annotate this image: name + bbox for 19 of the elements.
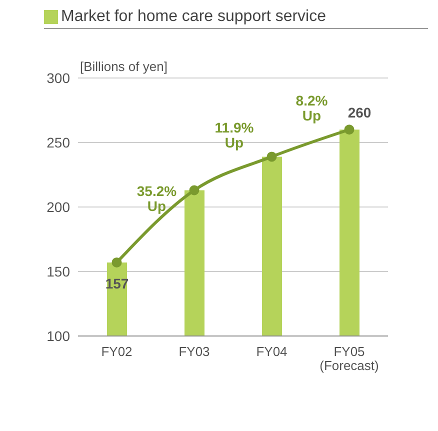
point <box>112 257 122 268</box>
point <box>344 124 354 135</box>
y-axis-title: [Billions of yen] <box>80 59 168 74</box>
x-tick-label: FY03 <box>178 344 210 359</box>
y-tick-label: 100 <box>46 328 70 344</box>
x-tick-label: FY05 (Forecast) <box>320 344 379 373</box>
chart-title: Market for home care support service <box>61 8 326 26</box>
y-tick-label: 250 <box>46 134 70 150</box>
point <box>189 185 200 196</box>
point <box>266 152 277 162</box>
annotation: 11.9% Up <box>214 120 254 151</box>
x-tick-label: FY04 <box>256 344 288 359</box>
data-label: 260 <box>348 104 372 121</box>
y-tick-label: 300 <box>46 70 70 86</box>
x-tick-label: FY02 <box>101 344 132 359</box>
annotation: 8.2% Up <box>296 92 328 124</box>
y-tick-label: 200 <box>46 198 70 215</box>
annotation: 35.2% Up <box>136 183 178 214</box>
y-tick-label: 150 <box>46 263 70 280</box>
